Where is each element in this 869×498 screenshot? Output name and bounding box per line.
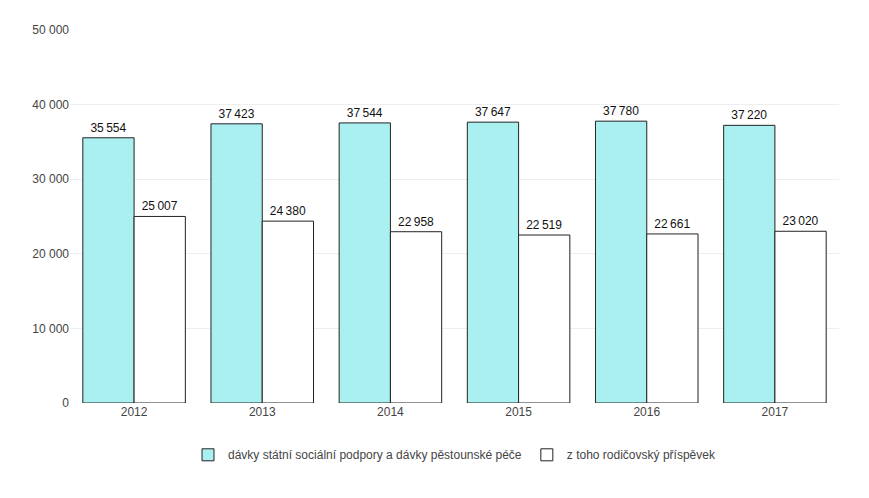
svg-text:2017: 2017 (762, 405, 789, 419)
svg-text:22 958: 22 958 (398, 215, 434, 229)
svg-text:25 007: 25 007 (142, 199, 178, 213)
svg-text:40 000: 40 000 (32, 98, 69, 112)
svg-text:37 780: 37 780 (603, 104, 639, 118)
svg-text:2015: 2015 (505, 405, 532, 419)
svg-text:22 519: 22 519 (526, 218, 562, 232)
svg-text:2014: 2014 (377, 405, 404, 419)
svg-text:10 000: 10 000 (32, 322, 69, 336)
svg-text:37 647: 37 647 (475, 105, 511, 119)
svg-text:20 000: 20 000 (32, 247, 69, 261)
svg-text:50 000: 50 000 (32, 23, 69, 37)
svg-text:37 544: 37 544 (347, 106, 383, 120)
svg-text:37 423: 37 423 (219, 107, 255, 121)
svg-text:2012: 2012 (121, 405, 148, 419)
svg-text:35 554: 35 554 (90, 121, 126, 135)
svg-text:22 661: 22 661 (654, 217, 690, 231)
svg-text:2013: 2013 (249, 405, 276, 419)
svg-text:23 020: 23 020 (783, 214, 819, 228)
svg-text:dávky státní sociální podpory: dávky státní sociální podpory a dávky pě… (228, 448, 522, 462)
svg-text:z toho rodičovský příspěvek: z toho rodičovský příspěvek (567, 448, 716, 462)
svg-text:30 000: 30 000 (32, 172, 69, 186)
svg-text:37 220: 37 220 (731, 108, 767, 122)
svg-text:2016: 2016 (633, 405, 660, 419)
svg-text:0: 0 (62, 396, 69, 410)
svg-text:24 380: 24 380 (270, 204, 306, 218)
